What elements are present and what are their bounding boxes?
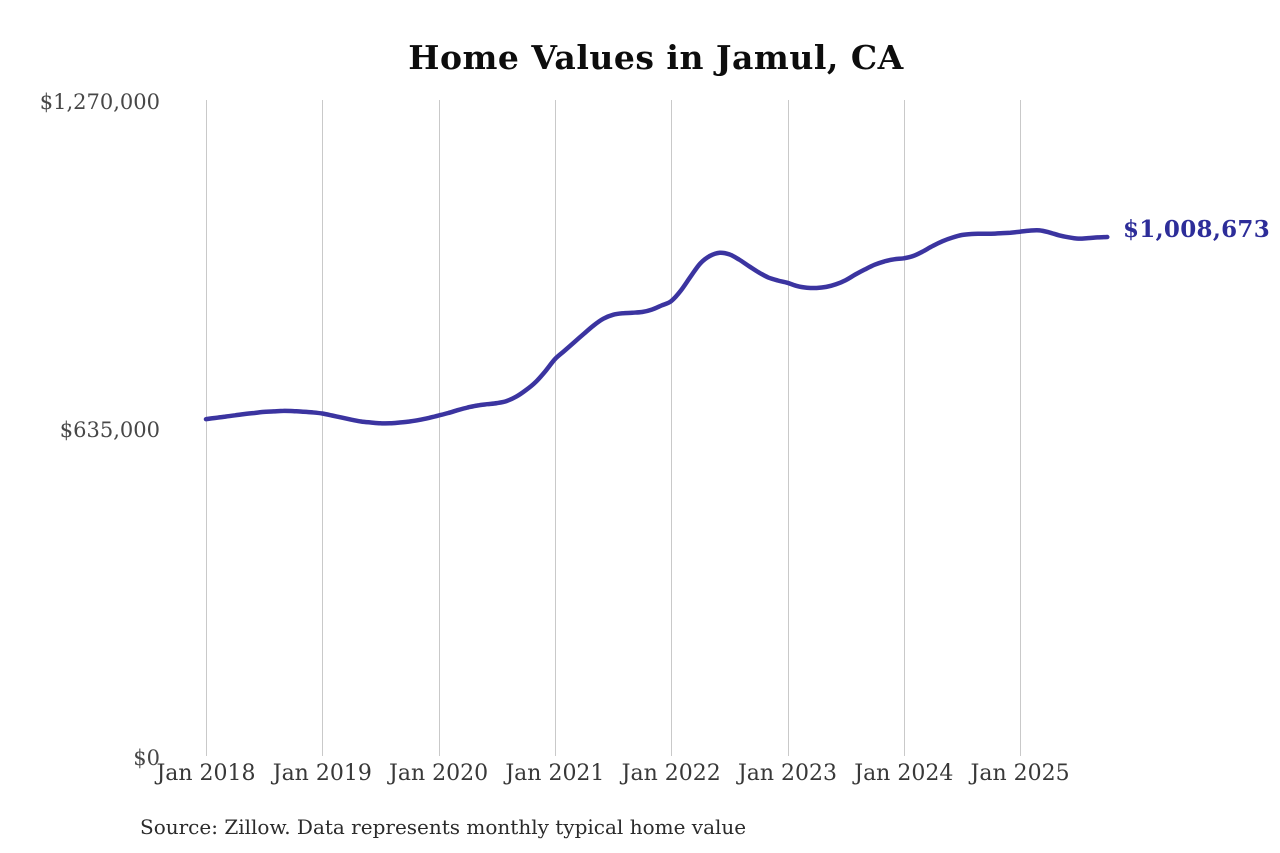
x-axis-label-jan-2023: Jan 2023 (737, 761, 838, 786)
gridline-jan-2020 (438, 100, 440, 756)
gridline-jan-2023 (787, 100, 789, 756)
source-note: Source: Zillow. Data represents monthly … (140, 815, 747, 839)
x-axis-label-jan-2024: Jan 2024 (854, 761, 954, 786)
chart-title: Home Values in Jamul, CA (408, 38, 904, 77)
gridline-jan-2018 (206, 100, 207, 756)
last-value-annotation: $1,008,673 (1123, 216, 1271, 243)
x-axis-label-jan-2021: Jan 2021 (505, 761, 605, 786)
y-axis-label-mid: $635,000 (59, 418, 160, 442)
x-axis-label-jan-2022: Jan 2022 (621, 761, 721, 786)
x-axis-label-jan-2018: Jan 2018 (156, 761, 256, 786)
gridline-jan-2021 (554, 100, 556, 756)
x-axis-label-jan-2020: Jan 2020 (389, 761, 489, 786)
gridline-jan-2025 (1020, 100, 1022, 756)
gridline-jan-2019 (322, 100, 324, 756)
gridline-jan-2024 (903, 100, 905, 756)
value-line-path (203, 228, 1110, 426)
gridline-jan-2022 (671, 100, 673, 756)
y-axis-label-min: $0 (133, 746, 160, 770)
y-axis-label-max: $1,270,000 (39, 90, 160, 114)
x-axis-label-jan-2025: Jan 2025 (970, 761, 1070, 786)
x-axis-label-jan-2019: Jan 2019 (272, 761, 372, 786)
